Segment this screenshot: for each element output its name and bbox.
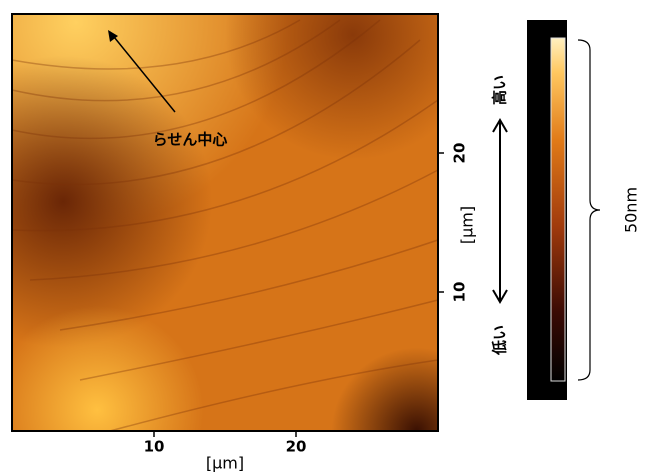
x-tick-label: 20 bbox=[286, 438, 307, 456]
y-tick-label: 20 bbox=[451, 143, 469, 164]
colorbar bbox=[493, 20, 600, 400]
x-tick-label: 10 bbox=[144, 438, 165, 456]
range-label: 50nm bbox=[622, 187, 641, 233]
annotation: らせん中心 bbox=[153, 131, 228, 149]
low-label: 低い bbox=[491, 325, 509, 356]
y-axis-label: [µm] bbox=[458, 206, 477, 244]
afm-image bbox=[12, 14, 438, 431]
y-tick-label: 10 bbox=[451, 282, 469, 303]
x-axis-label: [µm] bbox=[206, 454, 244, 473]
figure: らせん中心 [µm] [µm] 高い 低い 50nm 10 20 10 20 bbox=[0, 0, 656, 474]
high-label: 高い bbox=[491, 75, 509, 105]
